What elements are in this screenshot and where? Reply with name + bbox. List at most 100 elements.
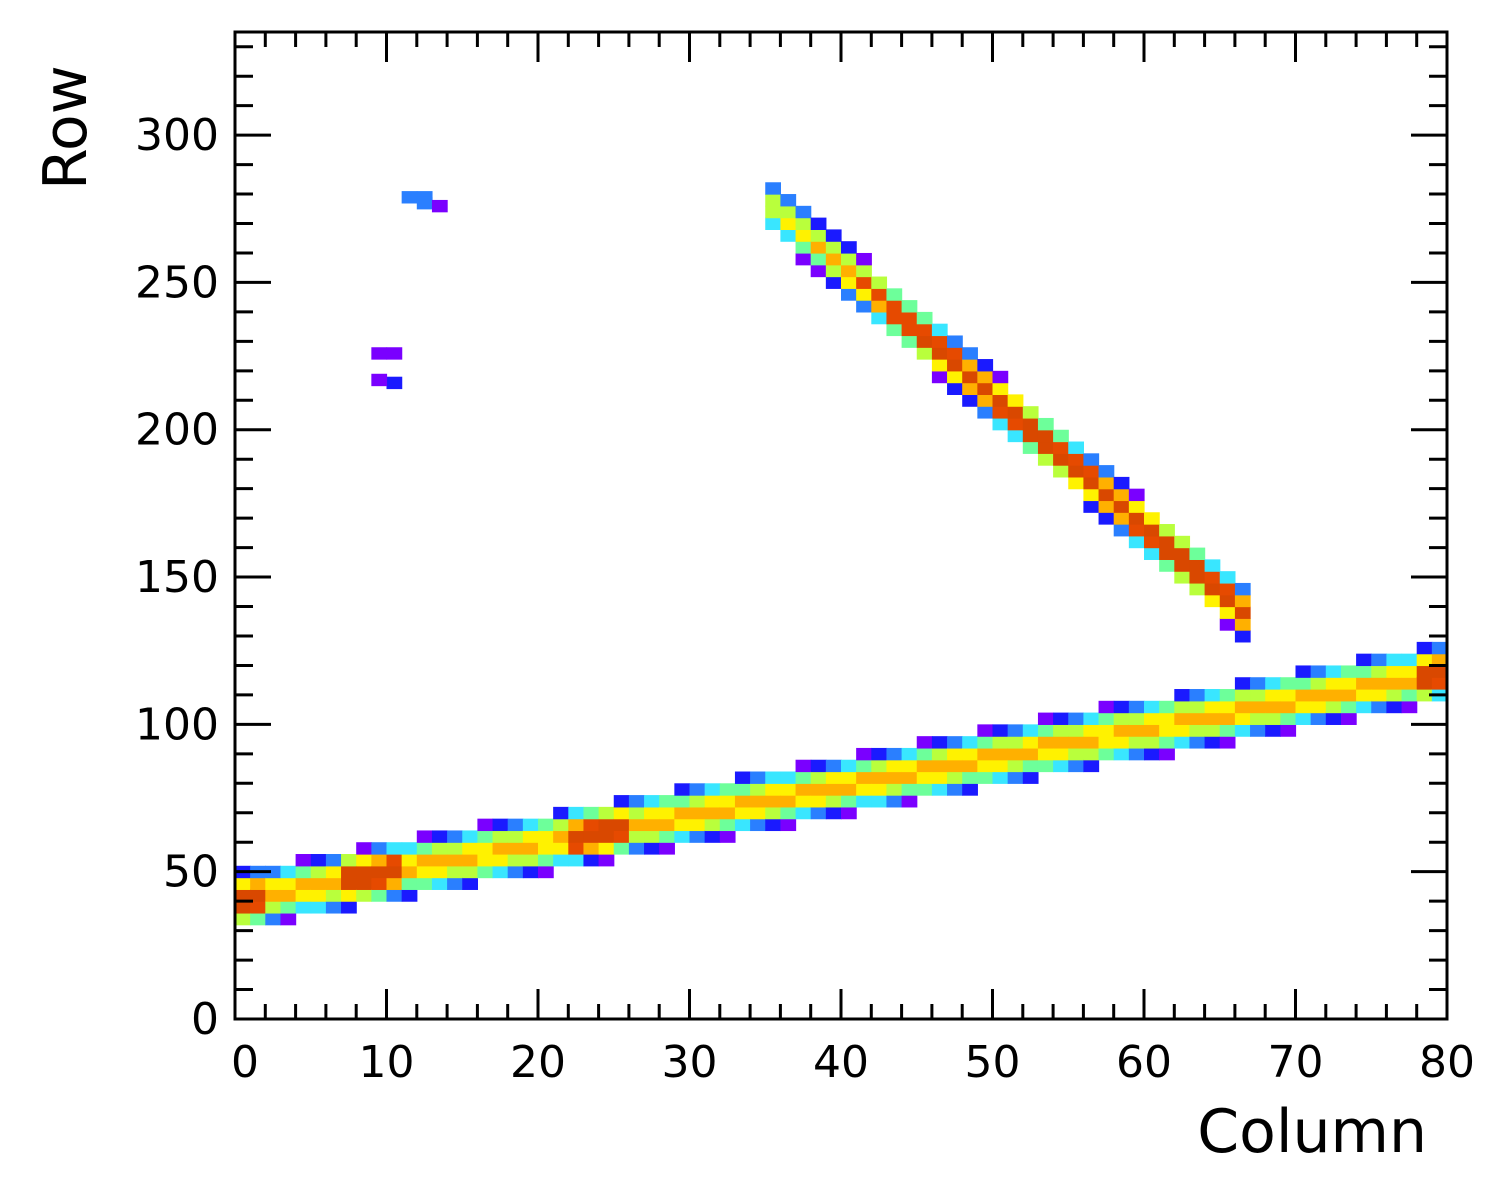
heatmap-cell (931, 783, 948, 796)
heatmap-cell (553, 854, 569, 867)
heatmap-cell (1174, 559, 1191, 572)
heatmap-cell (962, 759, 978, 773)
heatmap-cell (1022, 724, 1039, 737)
heatmap-cell (977, 406, 994, 419)
heatmap-cell (507, 842, 524, 855)
heatmap-cell (310, 877, 327, 890)
heatmap-cell (689, 806, 706, 820)
heatmap-cell (431, 842, 448, 855)
heatmap-cell (1068, 712, 1084, 725)
heatmap-cell (992, 370, 1009, 384)
heatmap-cell (356, 865, 372, 879)
heatmap-cell (447, 865, 463, 879)
heatmap-cell (1386, 677, 1403, 690)
heatmap-cell (947, 747, 963, 761)
heatmap-cell (613, 842, 630, 855)
heatmap-cell (1098, 736, 1115, 749)
heatmap-cell (916, 783, 933, 796)
heatmap-cell (644, 830, 660, 843)
heatmap-cell (568, 854, 585, 867)
heatmap-cell (871, 759, 888, 773)
heatmap-cell (1159, 736, 1175, 749)
heatmap-cell (1204, 700, 1221, 714)
heatmap-cell (522, 818, 539, 832)
heatmap-cell (1234, 594, 1251, 608)
heatmap-cell (1007, 394, 1024, 407)
heatmap-cell (1007, 736, 1024, 749)
heatmap-cell (810, 252, 827, 266)
heatmap-cell (644, 818, 660, 832)
heatmap-cell (1265, 724, 1281, 737)
heatmap-cell (598, 818, 615, 832)
heatmap-cell (901, 795, 918, 808)
heatmap-cell (1113, 488, 1130, 502)
heatmap-cell (1083, 453, 1100, 466)
heatmap-cell (1189, 700, 1206, 714)
heatmap-cell (1234, 700, 1251, 714)
heatmap-cell (522, 842, 539, 855)
heatmap-cell (780, 806, 797, 820)
heatmap-cell (1250, 712, 1266, 725)
heatmap-cell (1295, 677, 1312, 690)
heatmap-cell (734, 783, 751, 796)
heatmap-cell (1083, 759, 1100, 773)
heatmap-cell (613, 795, 630, 808)
heatmap-cell (1113, 736, 1130, 749)
heatmap-cell (947, 771, 963, 784)
heatmap-cell (1037, 453, 1054, 466)
heatmap-cell (325, 889, 342, 902)
heatmap-cell (447, 830, 463, 843)
heatmap-cell (1128, 724, 1145, 737)
heatmap-cell (1325, 665, 1342, 678)
heatmap-cell (871, 300, 888, 313)
heatmap-cell (644, 842, 660, 855)
heatmap-cell (780, 795, 797, 808)
heatmap-cell (947, 783, 963, 796)
heatmap-cell (1022, 759, 1039, 773)
heatmap-cell (265, 912, 282, 926)
heatmap-cell (962, 783, 978, 796)
heatmap-cell (856, 264, 872, 278)
heatmap-cell (1371, 665, 1387, 678)
heatmap-cell (856, 795, 872, 808)
heatmap-cell (901, 783, 918, 796)
heatmap-cell (841, 759, 857, 773)
heatmap-cell (644, 806, 660, 820)
heatmap-cell (538, 842, 554, 855)
heatmap-cell (1416, 689, 1433, 702)
heatmap-cell (1204, 712, 1221, 725)
heatmap-cell (1128, 700, 1145, 714)
heatmap-cell (265, 865, 282, 879)
heatmap-cell (1007, 406, 1024, 419)
heatmap-cell (295, 865, 312, 879)
heatmap-cell (310, 889, 327, 902)
heatmap-cell (1295, 700, 1312, 714)
heatmap-cell (341, 854, 357, 867)
heatmap-cell (492, 842, 509, 855)
heatmap-cell (674, 783, 691, 796)
heatmap-cell (1310, 665, 1327, 678)
x-tick-label: 30 (662, 1037, 718, 1088)
heatmap-cell (1174, 724, 1191, 737)
x-tick-labels: 0 10 20 30 40 50 60 70 80 (231, 1037, 1475, 1088)
heatmap-cell (1083, 747, 1100, 761)
heatmap-cell (916, 311, 933, 325)
heatmap-cell (371, 347, 388, 360)
y-tick-label: 100 (135, 699, 219, 750)
heatmap-cell (1022, 747, 1039, 761)
heatmap-cell (659, 842, 675, 855)
heatmap-cell (1234, 582, 1251, 596)
heatmap-cell (871, 795, 888, 808)
heatmap-cell (1037, 441, 1054, 454)
heatmap-cell (704, 783, 721, 796)
heatmap-cell (522, 830, 539, 843)
heatmap-cell (689, 783, 706, 796)
x-tick-label: 40 (813, 1037, 869, 1088)
heatmap-cell (1204, 559, 1221, 572)
heatmap-cell (780, 771, 797, 784)
heatmap-cell (568, 830, 585, 843)
heatmap-cell (674, 795, 691, 808)
heatmap-cell (992, 759, 1009, 773)
heatmap-cell (1204, 724, 1221, 737)
y-tick-label: 50 (163, 847, 219, 898)
